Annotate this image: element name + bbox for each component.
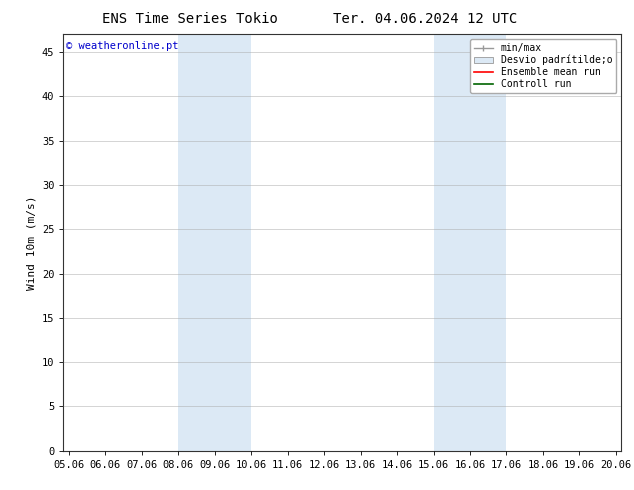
Legend: min/max, Desvio padrítilde;o, Ensemble mean run, Controll run: min/max, Desvio padrítilde;o, Ensemble m… bbox=[470, 39, 616, 93]
Text: Ter. 04.06.2024 12 UTC: Ter. 04.06.2024 12 UTC bbox=[333, 12, 517, 26]
Bar bbox=[434, 34, 507, 451]
Bar bbox=[178, 34, 251, 451]
Text: © weatheronline.pt: © weatheronline.pt bbox=[66, 41, 179, 50]
Y-axis label: Wind 10m (m/s): Wind 10m (m/s) bbox=[27, 196, 36, 290]
Text: ENS Time Series Tokio: ENS Time Series Tokio bbox=[102, 12, 278, 26]
